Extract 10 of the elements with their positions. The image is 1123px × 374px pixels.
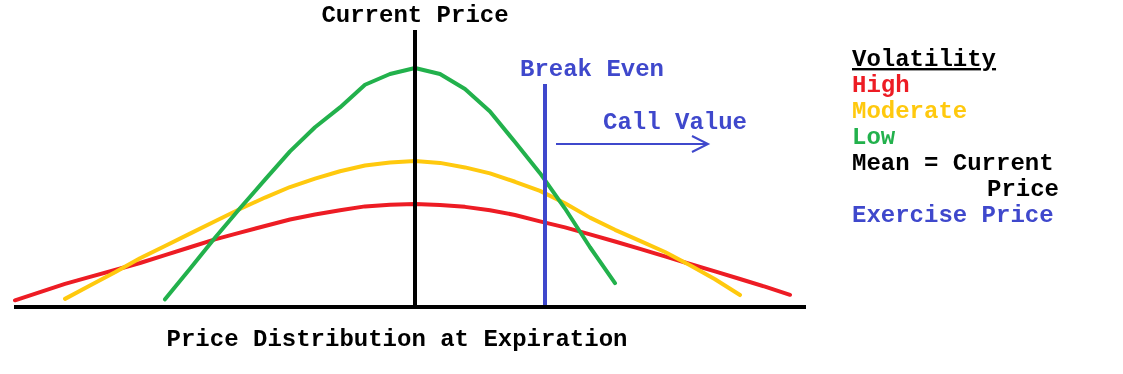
text: High: [852, 72, 910, 99]
annotation: Break Even: [519, 56, 665, 84]
text: Exercise Price: [852, 202, 1054, 229]
legend-title: Volatility: [852, 46, 997, 73]
text: Moderate: [852, 98, 968, 125]
text: Mean = Current Price: [852, 150, 1060, 203]
text: Low: [852, 124, 896, 151]
x-axis-title: Price Distribution at Expiration: [166, 326, 628, 353]
annotation: Call Value: [602, 109, 748, 137]
text: Current Price: [321, 2, 509, 30]
